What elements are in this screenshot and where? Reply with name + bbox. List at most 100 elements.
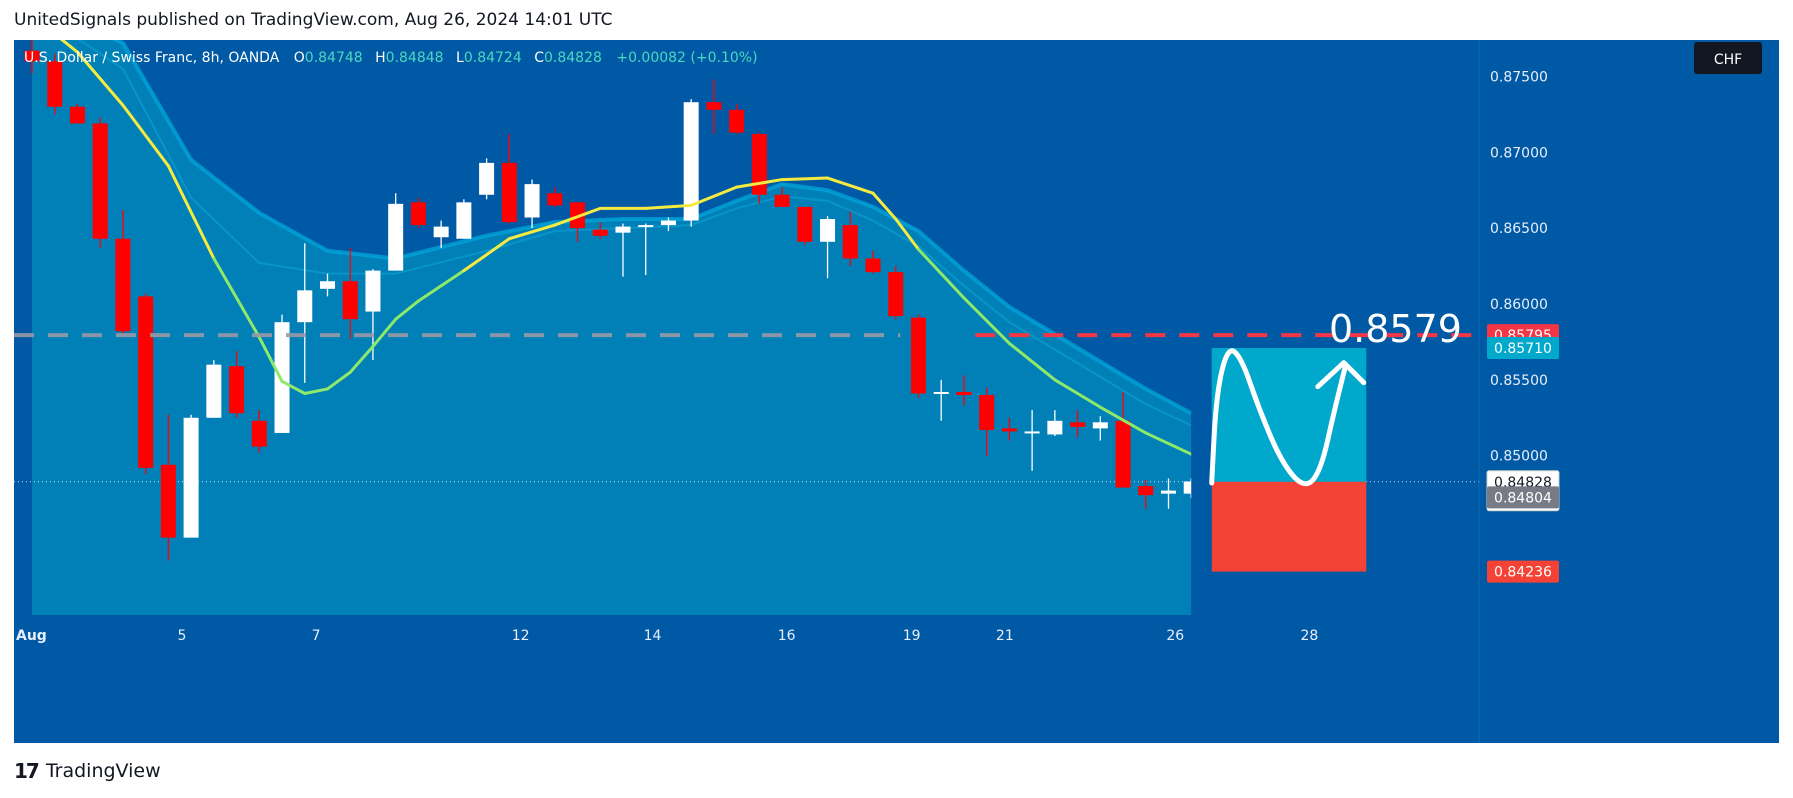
x-tick-label: 16 (778, 628, 796, 644)
x-tick-label: 5 (178, 628, 187, 644)
price-label-value: 0.84236 (1494, 565, 1552, 581)
candle-body (69, 106, 85, 124)
candle-body (706, 102, 722, 110)
candle (547, 187, 563, 207)
candle (274, 314, 290, 433)
candle-body (274, 322, 290, 433)
candle (638, 223, 654, 276)
candle-body (138, 296, 154, 468)
candle (524, 179, 540, 229)
candle-body (774, 194, 790, 207)
ema-segment (416, 269, 466, 303)
candle (774, 187, 790, 207)
ema-segment (348, 344, 375, 374)
svg-text:U.S. Dollar / Swiss Franc, 8h,: U.S. Dollar / Swiss Franc, 8h, OANDA O0.… (24, 50, 758, 66)
price-label: 0.85710 (1487, 336, 1559, 359)
candle (1115, 391, 1131, 488)
candle-body (1115, 420, 1131, 488)
ema-segment (871, 191, 898, 221)
ema-segment (121, 103, 170, 168)
candle (729, 103, 745, 135)
candle-body (888, 272, 904, 317)
candle (1161, 478, 1176, 509)
x-tick-label: 12 (512, 628, 530, 644)
forecast-drawing[interactable] (1209, 348, 1367, 487)
candle-body (24, 50, 40, 62)
low-value: 0.84724 (464, 50, 522, 66)
candle-body (592, 229, 608, 236)
candle (501, 134, 517, 224)
high-value: 0.84848 (386, 50, 444, 66)
candle-body (865, 258, 881, 273)
ema-segment (962, 296, 1011, 345)
long-position-tool[interactable] (1191, 347, 1367, 615)
cloud-upper-edge (111, 40, 1193, 415)
change-value: +0.00082 (+0.10%) (616, 50, 757, 66)
candle-body (501, 162, 517, 223)
x-tick-label: 28 (1301, 628, 1319, 644)
y-tick-label: 0.86000 (1490, 297, 1548, 313)
candle-body (524, 184, 540, 218)
symbol-name: U.S. Dollar / Swiss Franc (24, 50, 193, 66)
candle (660, 217, 676, 232)
candle (842, 211, 858, 267)
candle (1070, 410, 1086, 438)
candle-body (1092, 422, 1108, 429)
ema-segment (462, 237, 511, 273)
low-label: L (456, 50, 464, 66)
axes: 0.85000 0.85500 0.86000 0.86500 0.87000 0.875… (14, 40, 1779, 743)
ema-segment (371, 317, 398, 348)
candle (1092, 416, 1108, 441)
price-label: 0.84236 (1487, 560, 1559, 583)
candle (115, 209, 131, 338)
candle (1024, 410, 1040, 471)
chart-legend: U.S. Dollar / Swiss Franc, 8h, OANDA O0.… (24, 50, 758, 66)
candle (865, 250, 881, 274)
publisher-line: UnitedSignals published on TradingView.c… (14, 10, 613, 30)
currency-badge-label: CHF (1714, 52, 1742, 68)
ema-segment (59, 40, 79, 54)
y-tick-label: 0.85000 (1490, 449, 1548, 465)
x-tick-label: 14 (644, 628, 662, 644)
ema-segment (1053, 378, 1102, 409)
candle-body (115, 238, 131, 332)
open-value: 0.84748 (305, 50, 363, 66)
candle-body (638, 225, 654, 228)
candle (388, 193, 404, 271)
currency-badge[interactable]: CHF (1694, 42, 1762, 74)
tradingview-brand[interactable]: 17 TradingView (14, 759, 161, 783)
candle (615, 223, 631, 277)
candle (956, 375, 972, 406)
candle-body (820, 219, 836, 242)
price-label-value: 0.84804 (1494, 490, 1552, 506)
candle (979, 387, 995, 456)
candle (206, 360, 222, 418)
ema-segment (325, 370, 352, 391)
high-label: H (375, 50, 386, 66)
price-label: 0.84804 (1487, 486, 1559, 509)
candle-body (479, 162, 495, 195)
chart-canvas[interactable]: 0.85000 0.85500 0.86000 0.86500 0.87000 0.875… (14, 40, 1779, 743)
close-value: 0.84828 (544, 50, 602, 66)
time-axis-bg (14, 615, 1779, 743)
candle (183, 414, 199, 538)
candle-body (365, 270, 381, 312)
candle-body (251, 420, 267, 447)
tradingview-logo-icon: 17 (14, 759, 40, 783)
candle (706, 79, 722, 135)
candle-body (229, 366, 245, 414)
candle (456, 199, 472, 239)
ema-segment (735, 178, 784, 189)
candle-body (797, 206, 813, 242)
ema-segment (826, 176, 875, 195)
price-chart[interactable]: 0.85000 0.85500 0.86000 0.86500 0.87000 0.875… (14, 40, 1779, 743)
price-label-bg (1487, 336, 1559, 359)
ema-segment (780, 176, 830, 182)
candle-body (410, 202, 426, 226)
candle (69, 103, 85, 124)
candle (297, 243, 313, 383)
ema-segment (1007, 341, 1057, 382)
candle-body (1001, 428, 1017, 432)
ema-segment (644, 203, 693, 210)
candle-body (933, 391, 949, 394)
